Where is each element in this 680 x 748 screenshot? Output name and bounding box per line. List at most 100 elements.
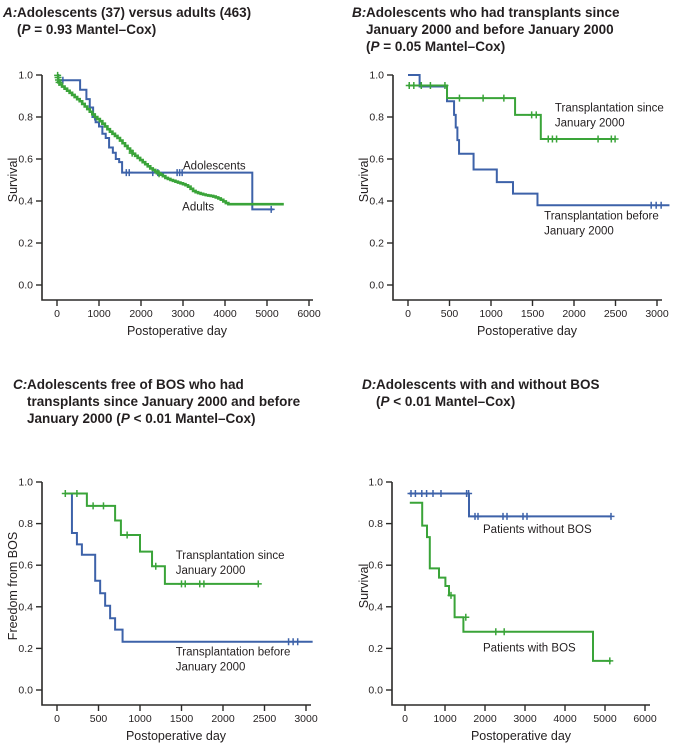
panel-b: B: Adolescents who had transplants since… bbox=[340, 0, 680, 370]
y-tick-label: 0.8 bbox=[368, 518, 383, 530]
x-tick-label: 500 bbox=[90, 713, 108, 725]
y-tick-label: 0.6 bbox=[368, 560, 383, 572]
y-tick-label: 0.6 bbox=[18, 154, 33, 166]
axes bbox=[391, 482, 650, 706]
series-label: Patients with BOS bbox=[483, 642, 576, 654]
x-tick-label: 5000 bbox=[255, 308, 279, 320]
series-curve-blue bbox=[64, 492, 313, 643]
panel-c-label: C: bbox=[13, 377, 28, 392]
x-tick-label: 3000 bbox=[294, 713, 318, 725]
x-tick-label: 5000 bbox=[593, 713, 617, 725]
series-curve-blue bbox=[409, 492, 611, 518]
y-tick-label: 0.2 bbox=[18, 238, 33, 250]
series-label: Transplantation since January 2000 bbox=[555, 103, 664, 130]
series-curve-green bbox=[57, 81, 284, 206]
x-tick-label: 0 bbox=[54, 308, 60, 320]
panel-d-plot: 0.0 0.2 0.4 0.6 0.8 1.0 0 1000 2000 3000 4000 5000 6… bbox=[357, 477, 657, 744]
y-tick-label: 0.0 bbox=[18, 685, 33, 697]
series-label: Adolescents bbox=[183, 160, 246, 172]
x-axis-label: Postoperative day bbox=[126, 729, 227, 743]
y-axis-label: Freedom from BOS bbox=[6, 532, 20, 640]
y-tick-label: 0.4 bbox=[18, 196, 33, 208]
x-tick-label: 4000 bbox=[553, 713, 577, 725]
panel-c-title-line: Adolescents free of BOS who had bbox=[27, 377, 244, 392]
x-tick-label: 3000 bbox=[513, 713, 537, 725]
panel-c-title-line: transplants since January 2000 and befor… bbox=[27, 394, 301, 409]
series-curve-green bbox=[409, 501, 611, 662]
y-tick-label: 1.0 bbox=[18, 70, 33, 82]
x-axis-label: Postoperative day bbox=[471, 729, 572, 743]
y-tick-label: 0.0 bbox=[369, 280, 384, 292]
y-tick-label: 0.0 bbox=[18, 280, 33, 292]
y-tick-label: 0.6 bbox=[369, 154, 384, 166]
panel-b-title: B: Adolescents who had transplants since… bbox=[352, 4, 620, 55]
x-tick-label: 0 bbox=[54, 713, 60, 725]
x-tick-label: 1000 bbox=[87, 308, 111, 320]
series-curve-blue bbox=[57, 74, 274, 211]
x-tick-label: 2000 bbox=[562, 308, 586, 320]
y-tick-label: 0.4 bbox=[368, 601, 383, 613]
x-axis-label: Postoperative day bbox=[127, 324, 228, 338]
x-tick-label: 2500 bbox=[253, 713, 277, 725]
x-tick-label: 1000 bbox=[128, 713, 152, 725]
y-tick-label: 0.8 bbox=[18, 518, 33, 530]
panel-d-title-line: Adolescents with and without BOS bbox=[376, 377, 600, 392]
x-tick-label: 2000 bbox=[129, 308, 153, 320]
panel-a: A: Adolescents (37) versus adults (463) … bbox=[0, 0, 340, 370]
x-tick-label: 3000 bbox=[171, 308, 195, 320]
y-tick-label: 0.2 bbox=[369, 238, 384, 250]
y-tick-label: 0.6 bbox=[18, 560, 33, 572]
y-tick-label: 0.4 bbox=[369, 196, 384, 208]
y-tick-label: 1.0 bbox=[368, 477, 383, 489]
panel-b-title-line: (P = 0.05 Mantel–Cox) bbox=[366, 39, 506, 54]
censor-marks-blue bbox=[407, 489, 615, 520]
x-tick-label: 3000 bbox=[645, 308, 669, 320]
y-tick-label: 0.2 bbox=[368, 643, 383, 655]
y-tick-label: 0.2 bbox=[18, 643, 33, 655]
series-label: Patients without BOS bbox=[483, 524, 592, 536]
censor-marks-blue bbox=[59, 76, 275, 213]
panel-c-plot: 0.0 0.2 0.4 0.6 0.8 1.0 0 500 1000 1500 2000 2500 30… bbox=[6, 477, 318, 744]
series-label: Adults bbox=[182, 201, 214, 213]
censor-marks-blue bbox=[285, 638, 302, 646]
x-tick-label: 6000 bbox=[297, 308, 321, 320]
panel-d-title: D: Adolescents with and without BOS (P <… bbox=[362, 376, 600, 410]
y-tick-label: 0.4 bbox=[18, 601, 33, 613]
x-tick-label: 2500 bbox=[604, 308, 628, 320]
axes bbox=[41, 482, 311, 706]
panel-c: C: Adolescents free of BOS who had trans… bbox=[0, 370, 340, 748]
y-tick-label: 1.0 bbox=[18, 477, 33, 489]
x-tick-label: 2000 bbox=[211, 713, 235, 725]
y-axis-label: Survival bbox=[6, 158, 20, 202]
x-tick-label: 1000 bbox=[433, 713, 457, 725]
censor-marks-green bbox=[405, 82, 619, 143]
y-tick-label: 0.0 bbox=[368, 685, 383, 697]
x-axis-label: Postoperative day bbox=[477, 324, 578, 338]
x-tick-label: 1500 bbox=[521, 308, 545, 320]
series-label: Transplantation since January 2000 bbox=[176, 550, 285, 577]
x-tick-label: 2000 bbox=[473, 713, 497, 725]
y-axis-label: Survival bbox=[357, 158, 371, 202]
y-axis-label: Survival bbox=[357, 564, 371, 608]
panel-d-label: D: bbox=[362, 377, 377, 392]
censor-marks-green bbox=[61, 489, 262, 588]
x-tick-label: 0 bbox=[402, 713, 408, 725]
x-tick-label: 0 bbox=[405, 308, 411, 320]
panel-d: D: Adolescents with and without BOS (P <… bbox=[340, 370, 680, 748]
panel-b-label: B: bbox=[352, 5, 367, 20]
x-tick-label: 6000 bbox=[633, 713, 657, 725]
x-tick-label: 4000 bbox=[213, 308, 237, 320]
panel-b-title-line: January 2000 and before January 2000 bbox=[366, 22, 614, 37]
panel-a-label: A: bbox=[3, 5, 18, 20]
censor-marks-blue bbox=[647, 201, 665, 209]
series-curve-green bbox=[408, 84, 616, 141]
panel-c-title: C: Adolescents free of BOS who had trans… bbox=[13, 376, 300, 427]
panel-c-title-line: January 2000 (P < 0.01 Mantel–Cox) bbox=[27, 411, 256, 426]
panel-b-title-line: Adolescents who had transplants since bbox=[366, 5, 620, 20]
y-tick-label: 1.0 bbox=[369, 70, 384, 82]
censor-marks-green bbox=[447, 591, 614, 665]
series-label: Transplantation before January 2000 bbox=[176, 647, 291, 674]
axes bbox=[392, 75, 662, 301]
panel-a-title-line: (P = 0.93 Mantel–Cox) bbox=[17, 22, 157, 37]
